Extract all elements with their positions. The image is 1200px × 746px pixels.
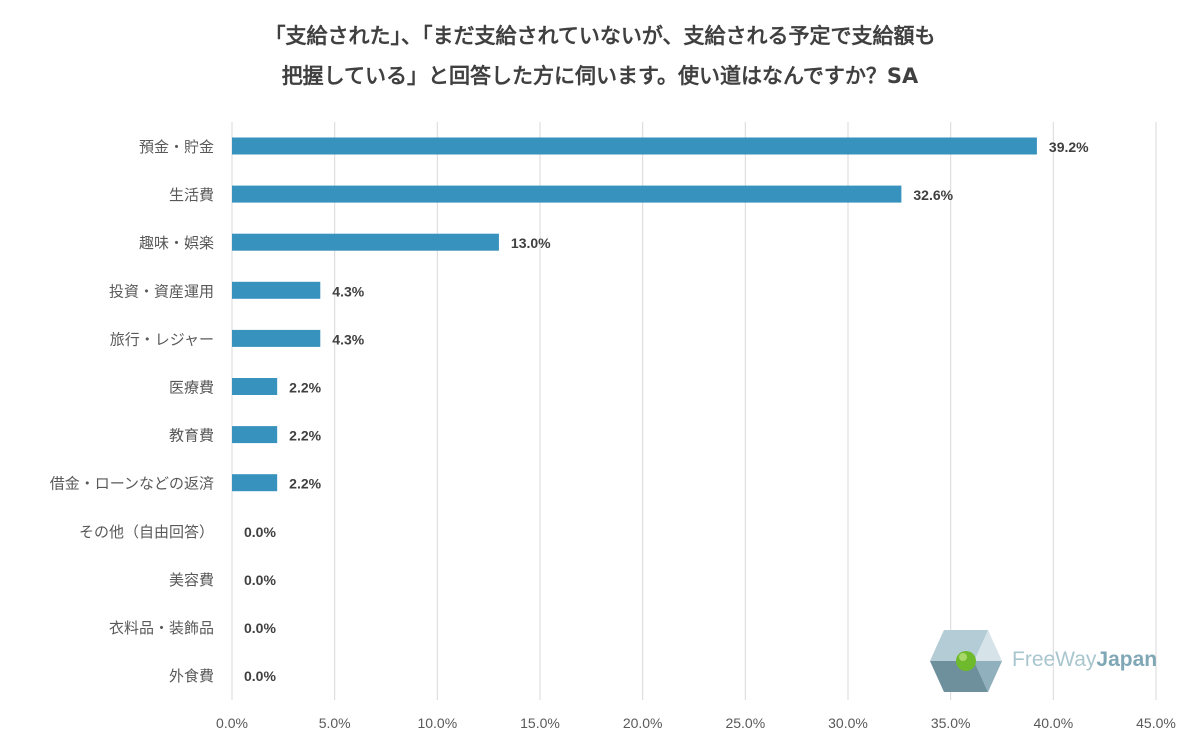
x-tick-label: 25.0% xyxy=(725,715,765,731)
x-tick-label: 10.0% xyxy=(417,715,457,731)
value-label: 0.0% xyxy=(244,668,276,684)
category-label: 趣味・娯楽 xyxy=(139,234,214,252)
category-label: 預金・貯金 xyxy=(139,138,214,156)
bar xyxy=(232,426,278,444)
value-label: 13.0% xyxy=(511,235,551,251)
value-label: 2.2% xyxy=(289,476,321,492)
logo-mark-icon xyxy=(930,630,1002,692)
x-tick-label: 0.0% xyxy=(216,715,248,731)
value-label: 4.3% xyxy=(332,283,364,299)
category-label: 借金・ローンなどの返済 xyxy=(50,475,214,493)
x-tick-label: 45.0% xyxy=(1136,715,1176,731)
bar xyxy=(232,233,499,251)
category-label: 医療費 xyxy=(169,379,214,397)
bar xyxy=(232,474,278,492)
value-label: 32.6% xyxy=(913,187,953,203)
category-label: 美容費 xyxy=(169,571,214,589)
x-tick-label: 30.0% xyxy=(828,715,868,731)
category-label: 衣料品・装飾品 xyxy=(109,619,214,637)
bar xyxy=(232,281,321,299)
value-label: 39.2% xyxy=(1049,139,1089,155)
value-label: 4.3% xyxy=(332,331,364,347)
x-tick-label: 35.0% xyxy=(931,715,971,731)
chart-title-line-2: 把握している」と回答した方に伺います。使い道はなんですか？SA xyxy=(281,64,919,88)
category-label: 旅行・レジャー xyxy=(110,330,214,348)
x-tick-label: 15.0% xyxy=(520,715,560,731)
value-label: 0.0% xyxy=(244,572,276,588)
grid-lines xyxy=(231,122,1157,700)
value-label: 0.0% xyxy=(244,620,276,636)
category-label: 外食費 xyxy=(169,667,214,685)
chart-title-line-1: 「支給された」、「まだ支給されていないが、支給される予定で支給額も xyxy=(264,24,936,48)
bars xyxy=(232,137,1037,492)
logo-text-japan: Japan xyxy=(1096,648,1158,671)
value-label: 2.2% xyxy=(289,380,321,396)
category-labels: 預金・貯金生活費趣味・娯楽投資・資産運用旅行・レジャー医療費教育費借金・ローンな… xyxy=(50,138,214,685)
logo-text: FreeWayJapan xyxy=(1012,648,1157,672)
freewayjapan-logo: FreeWayJapan xyxy=(930,630,1180,694)
value-label: 2.2% xyxy=(289,428,321,444)
category-label: 生活費 xyxy=(169,186,214,204)
x-tick-label: 5.0% xyxy=(319,715,351,731)
bar xyxy=(232,185,902,203)
chart-title: 「支給された」、「まだ支給されていないが、支給される予定で支給額も 把握している… xyxy=(0,16,1200,96)
bar xyxy=(232,329,321,347)
category-label: 教育費 xyxy=(169,427,214,445)
value-labels: 39.2% 32.6% 13.0% 4.3% 4.3% 2.2% 2.2% 2.2% 0.0% 0… xyxy=(244,139,1089,684)
x-tick-label: 40.0% xyxy=(1033,715,1073,731)
x-tick-labels: 0.0% 5.0% 10.0% 15.0% 20.0% 25.0% 30.0% 35.0% 40… xyxy=(216,715,1176,731)
category-label: 投資・資産運用 xyxy=(109,282,214,300)
logo-text-free: FreeWay xyxy=(1012,648,1097,671)
value-label: 0.0% xyxy=(244,524,276,540)
bar xyxy=(232,378,278,395)
category-label: その他（自由回答） xyxy=(79,523,214,541)
x-tick-label: 20.0% xyxy=(623,715,663,731)
bar xyxy=(232,137,1037,155)
